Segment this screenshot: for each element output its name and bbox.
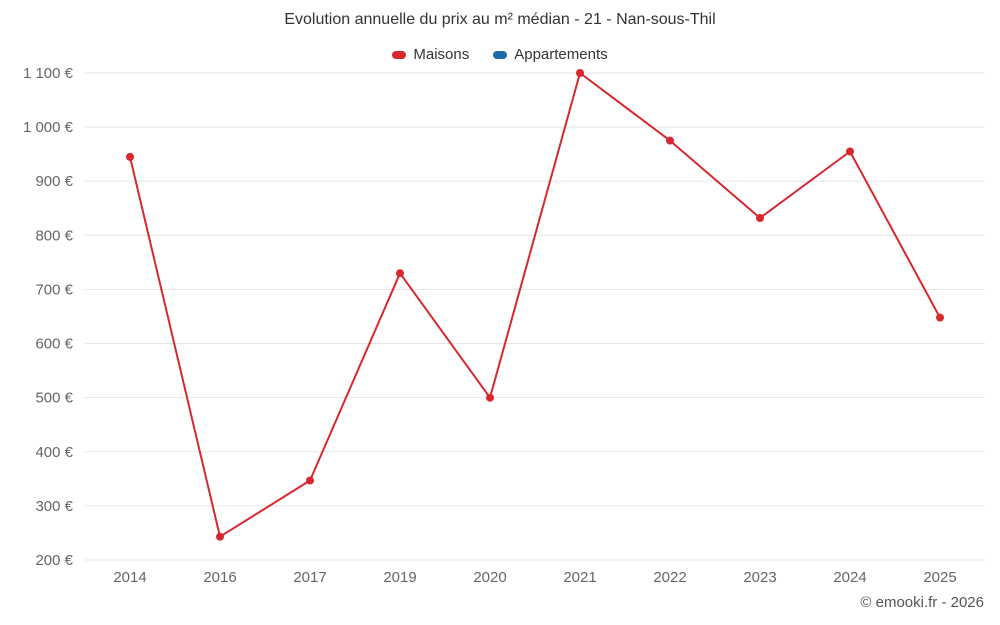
maisons-point-2019[interactable] xyxy=(396,269,404,278)
x-axis-label: 2023 xyxy=(743,569,776,586)
maisons-point-2025[interactable] xyxy=(936,313,944,322)
x-axis-label: 2021 xyxy=(563,569,596,586)
y-axis-label: 200 € xyxy=(35,552,73,569)
maisons-point-2014[interactable] xyxy=(126,152,134,161)
maisons-point-2020[interactable] xyxy=(486,393,494,402)
maisons-point-2017[interactable] xyxy=(306,476,314,485)
y-axis-label: 800 € xyxy=(35,227,73,244)
x-axis-label: 2022 xyxy=(653,569,686,586)
legend: Maisons Appartements xyxy=(0,46,1000,63)
maisons-point-2022[interactable] xyxy=(666,136,674,145)
y-axis-label: 400 € xyxy=(35,444,73,461)
appartements-legend-marker-icon xyxy=(493,50,508,59)
y-axis-label: 500 € xyxy=(35,390,73,407)
y-axis-label: 300 € xyxy=(35,498,73,515)
y-axis-label: 900 € xyxy=(35,173,73,190)
y-axis-label: 1 000 € xyxy=(23,119,74,136)
chart-title: Evolution annuelle du prix au m² médian … xyxy=(284,11,716,28)
x-axis-label: 2017 xyxy=(293,569,326,586)
copyright-text: © emooki.fr - 2026 xyxy=(860,594,984,611)
legend-label: Maisons xyxy=(413,46,470,63)
y-axis-label: 1 100 € xyxy=(23,65,74,82)
maisons-point-2016[interactable] xyxy=(216,532,224,541)
legend-item-maisons[interactable]: Maisons xyxy=(392,46,469,63)
maisons-point-2024[interactable] xyxy=(846,147,854,156)
y-axis-label: 700 € xyxy=(35,281,73,298)
y-axis-label: 600 € xyxy=(35,336,73,353)
maisons-legend-marker-icon xyxy=(392,50,407,59)
maisons-line xyxy=(129,72,941,538)
maisons-point-2021[interactable] xyxy=(576,69,584,77)
x-axis-label: 2014 xyxy=(113,569,146,586)
legend-item-appartements[interactable]: Appartements xyxy=(493,46,608,63)
x-axis-label: 2019 xyxy=(383,569,416,586)
maisons-point-2023[interactable] xyxy=(756,214,764,222)
x-axis-label: 2016 xyxy=(203,569,236,586)
x-axis-label: 2020 xyxy=(473,569,506,586)
legend-label: Appartements xyxy=(514,46,608,63)
x-axis-label: 2025 xyxy=(923,569,956,586)
x-axis-label: 2024 xyxy=(833,569,866,586)
